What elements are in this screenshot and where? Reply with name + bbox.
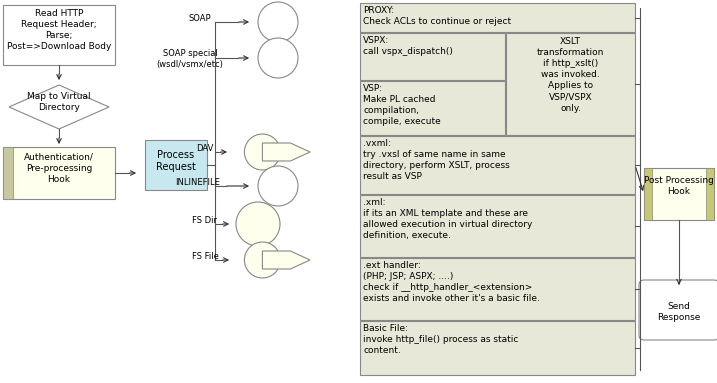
Bar: [3, 147, 115, 199]
Text: .xml:: .xml:: [363, 198, 386, 207]
Bar: [360, 136, 635, 194]
Text: DAV: DAV: [196, 144, 214, 153]
Circle shape: [258, 38, 298, 78]
Bar: [3, 147, 13, 199]
Circle shape: [244, 134, 280, 170]
Polygon shape: [262, 143, 310, 161]
Text: call vspx_dispatch(): call vspx_dispatch(): [363, 47, 453, 56]
Text: FS File: FS File: [191, 252, 219, 261]
Circle shape: [244, 242, 280, 278]
Text: Process
Request: Process Request: [156, 150, 196, 172]
Bar: [360, 321, 635, 375]
Circle shape: [236, 202, 280, 246]
Text: try .vxsl of same name in same
directory, perform XSLT, process
result as VSP: try .vxsl of same name in same directory…: [363, 150, 510, 181]
Circle shape: [258, 166, 298, 206]
Text: VSPX:: VSPX:: [363, 36, 389, 45]
Bar: [360, 81, 505, 135]
Text: PROXY:: PROXY:: [363, 6, 394, 15]
Text: .vxml:: .vxml:: [363, 139, 391, 148]
Text: Authentication/
Pre-processing
Hook: Authentication/ Pre-processing Hook: [24, 153, 94, 184]
Text: SOAP special
(wsdl/vsmx/etc): SOAP special (wsdl/vsmx/etc): [156, 49, 224, 69]
Text: INLINEFILE: INLINEFILE: [176, 178, 220, 187]
Text: SOAP: SOAP: [189, 14, 212, 23]
Bar: [360, 33, 505, 80]
Text: FS Dir: FS Dir: [192, 216, 217, 225]
Text: XSLT
transformation
if http_xslt()
was invoked.
Applies to
VSP/VSPX
only.: XSLT transformation if http_xslt() was i…: [537, 37, 604, 113]
Text: .ext handler:: .ext handler:: [363, 261, 421, 270]
Text: (PHP; JSP; ASPX; ....)
check if __http_handler_<extension>
exists and invoke oth: (PHP; JSP; ASPX; ....) check if __http_h…: [363, 272, 540, 303]
Bar: [360, 258, 635, 320]
Text: Basic File:: Basic File:: [363, 324, 408, 333]
Text: Read HTTP
Request Header;
Parse;
Post=>Download Body: Read HTTP Request Header; Parse; Post=>D…: [7, 9, 111, 51]
Bar: [360, 195, 635, 257]
Bar: [706, 168, 714, 220]
Bar: [506, 33, 635, 135]
Bar: [644, 168, 652, 220]
Text: Check ACLs to continue or reject: Check ACLs to continue or reject: [363, 17, 511, 26]
Bar: [145, 140, 207, 190]
Text: VSP:: VSP:: [363, 84, 383, 93]
Bar: [3, 5, 115, 65]
Bar: [644, 168, 714, 220]
FancyBboxPatch shape: [639, 280, 717, 340]
Bar: [360, 3, 635, 32]
Text: Post Processing
Hook: Post Processing Hook: [644, 176, 714, 196]
Polygon shape: [9, 85, 109, 129]
Text: invoke http_file() process as static
content.: invoke http_file() process as static con…: [363, 335, 518, 355]
Text: Map to Virtual
Directory: Map to Virtual Directory: [27, 92, 91, 112]
Polygon shape: [262, 251, 310, 269]
Text: Make PL cached
compilation,
compile, execute: Make PL cached compilation, compile, exe…: [363, 95, 441, 126]
Text: if its an XML template and these are
allowed execution in virtual directory
defi: if its an XML template and these are all…: [363, 209, 533, 240]
Circle shape: [258, 2, 298, 42]
Text: Send
Response: Send Response: [657, 302, 701, 322]
